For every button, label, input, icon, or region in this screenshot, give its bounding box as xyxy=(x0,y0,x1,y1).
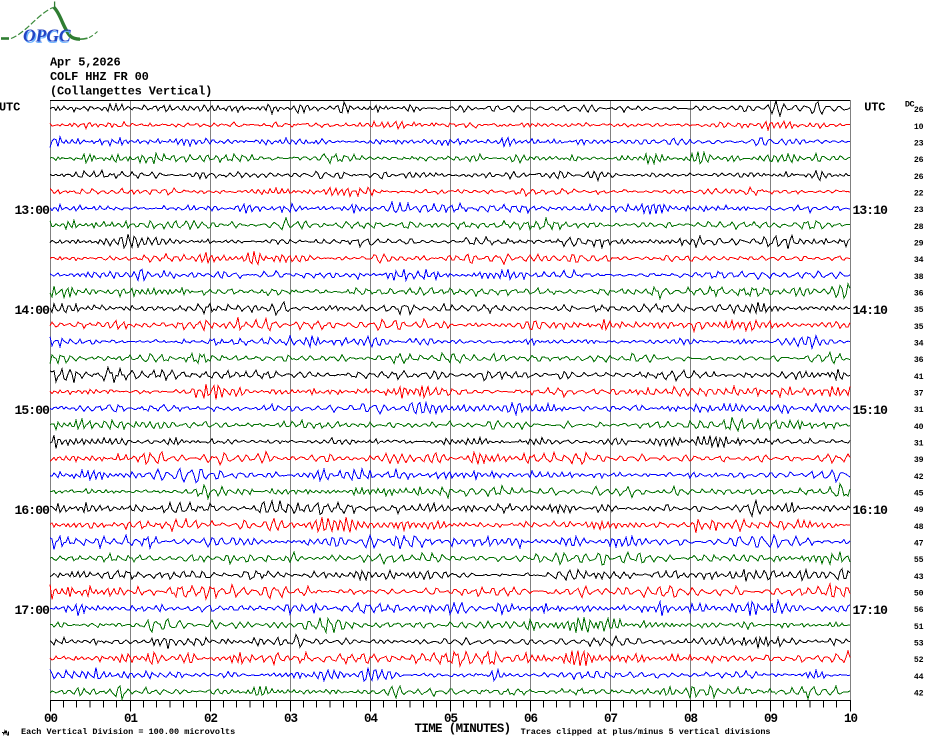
svg-text:36: 36 xyxy=(914,356,924,365)
svg-text:42: 42 xyxy=(914,689,924,698)
svg-text:40: 40 xyxy=(914,423,924,432)
svg-text:14:00: 14:00 xyxy=(14,303,50,318)
svg-text:16:00: 16:00 xyxy=(14,503,50,518)
svg-text:OPGC: OPGC xyxy=(24,27,70,47)
svg-text:38: 38 xyxy=(914,273,924,282)
svg-text:29: 29 xyxy=(914,239,924,248)
svg-text:55: 55 xyxy=(914,556,924,565)
svg-text:02: 02 xyxy=(204,712,218,726)
svg-text:05: 05 xyxy=(444,712,458,726)
svg-text:(Collangettes Vertical): (Collangettes Vertical) xyxy=(50,85,212,99)
svg-text:45: 45 xyxy=(914,489,924,498)
svg-text:16:10: 16:10 xyxy=(853,503,889,518)
svg-text:49: 49 xyxy=(914,506,924,515)
svg-text:39: 39 xyxy=(914,456,924,465)
svg-text:42: 42 xyxy=(914,473,924,482)
svg-text:OPGC: OPGC xyxy=(23,26,71,46)
svg-text:10: 10 xyxy=(844,712,858,726)
svg-text:26: 26 xyxy=(914,173,924,182)
svg-text:COLF HHZ FR 00: COLF HHZ FR 00 xyxy=(50,70,149,84)
svg-text:14:10: 14:10 xyxy=(853,303,889,318)
svg-text:43: 43 xyxy=(914,573,924,582)
svg-text:06: 06 xyxy=(524,712,538,726)
svg-text:15:00: 15:00 xyxy=(14,403,50,418)
svg-text:UTC: UTC xyxy=(864,100,885,114)
svg-text:31: 31 xyxy=(914,406,924,415)
svg-text:08: 08 xyxy=(684,712,698,726)
svg-text:Apr 5,2026: Apr 5,2026 xyxy=(50,55,121,69)
svg-text:47: 47 xyxy=(914,539,924,548)
svg-text:35: 35 xyxy=(914,306,924,315)
svg-text:31: 31 xyxy=(914,439,924,448)
svg-text:56: 56 xyxy=(914,606,924,615)
svg-text:Traces clipped at plus/minus 5: Traces clipped at plus/minus 5 vertical … xyxy=(521,727,771,737)
svg-text:53: 53 xyxy=(914,639,924,648)
svg-text:34: 34 xyxy=(914,256,924,265)
svg-text:13:00: 13:00 xyxy=(14,203,50,218)
svg-text:09: 09 xyxy=(764,712,778,726)
svg-text:52: 52 xyxy=(914,656,924,665)
svg-text:00: 00 xyxy=(44,712,58,726)
svg-text:50: 50 xyxy=(914,589,924,598)
svg-text:13:10: 13:10 xyxy=(853,203,889,218)
svg-text:26: 26 xyxy=(914,106,924,115)
svg-text:03: 03 xyxy=(284,712,298,726)
svg-text:17:10: 17:10 xyxy=(853,603,889,618)
svg-text:Each Vertical Division = 100.: Each Vertical Division = 100.00 microvol… xyxy=(21,727,235,737)
svg-text:26: 26 xyxy=(914,156,924,165)
svg-text:51: 51 xyxy=(914,623,924,632)
svg-text:17:00: 17:00 xyxy=(14,603,50,618)
svg-text:23: 23 xyxy=(914,206,924,215)
svg-text:UTC: UTC xyxy=(0,100,20,114)
svg-text:23: 23 xyxy=(914,139,924,148)
svg-text:34: 34 xyxy=(914,339,924,348)
svg-text:01: 01 xyxy=(124,712,138,726)
svg-text:37: 37 xyxy=(914,389,924,398)
svg-text:41: 41 xyxy=(914,373,924,382)
svg-text:35: 35 xyxy=(914,323,924,332)
svg-text:10: 10 xyxy=(914,123,924,132)
svg-text:07: 07 xyxy=(604,712,618,726)
svg-text:44: 44 xyxy=(914,673,924,682)
svg-text:DC: DC xyxy=(905,100,915,110)
svg-text:28: 28 xyxy=(914,223,924,232)
svg-text:48: 48 xyxy=(914,523,924,532)
svg-text:36: 36 xyxy=(914,289,924,298)
svg-text:22: 22 xyxy=(914,189,924,198)
svg-text:TIME (MINUTES): TIME (MINUTES) xyxy=(415,722,511,736)
svg-text:04: 04 xyxy=(364,712,379,726)
svg-text:15:10: 15:10 xyxy=(853,403,889,418)
